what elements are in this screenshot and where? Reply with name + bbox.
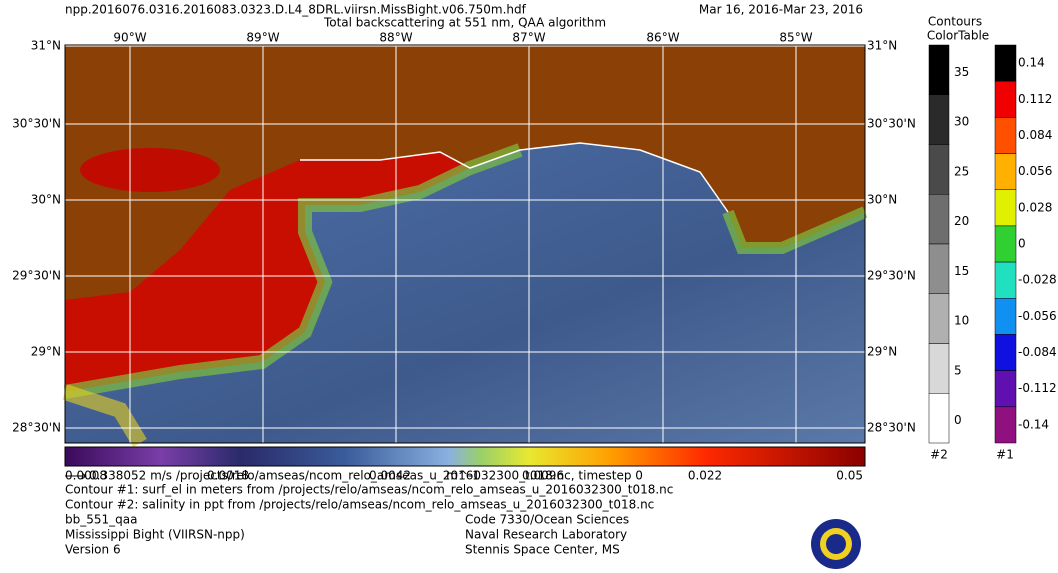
latitude-label: 30°N — [31, 193, 61, 207]
latitude-label: 31°N — [31, 39, 61, 53]
contour-note: Contour #2: salinity in ppt from /projec… — [65, 498, 654, 512]
contour-label: 30 — [954, 115, 969, 129]
latitude-label: 29°N — [31, 345, 61, 359]
latitude-label: 29°N — [867, 345, 897, 359]
title: Total backscattering at 551 nm, QAA algo… — [323, 16, 606, 30]
latitude-label: 31°N — [867, 39, 897, 53]
contour-swatch — [928, 194, 950, 245]
colorbar-label: 0.0042 — [369, 469, 411, 483]
latitude-label: 30°30'N — [867, 117, 916, 131]
footer-right: Stennis Space Center, MS — [465, 543, 620, 557]
footer-left: Mississippi Bight (VIIRSN-npp) — [65, 528, 245, 542]
contour-swatch — [928, 144, 950, 195]
colortable-label: 0.14 — [1018, 56, 1045, 70]
colortable-label: -0.14 — [1018, 417, 1049, 431]
contour-label: 10 — [954, 314, 969, 328]
vector-note: 0.338052 m/s /projects/relo/amseas/ncom_… — [89, 469, 643, 483]
colortable-label: 0.112 — [1018, 92, 1052, 106]
colortable-swatch — [994, 298, 1017, 335]
longitude-label: 85°W — [779, 31, 812, 45]
contour-label: 5 — [954, 363, 962, 377]
contour-note: Contour #1: surf_el in meters from /proj… — [65, 483, 673, 497]
colortable-label: 0.056 — [1018, 164, 1052, 178]
colorbar-label: 0.05 — [836, 469, 863, 483]
contour-swatch — [928, 94, 950, 145]
latitude-label: 30°N — [867, 193, 897, 207]
colortable-swatch — [994, 153, 1017, 190]
contour-label: 20 — [954, 214, 969, 228]
latitude-label: 30°30'N — [12, 117, 61, 131]
colortable-swatch — [994, 370, 1017, 408]
contour-label: 25 — [954, 164, 969, 178]
contour-swatch — [928, 293, 950, 344]
footer-left: bb_551_qaa — [65, 513, 137, 527]
contour-swatch — [928, 243, 950, 294]
contour-label: 0 — [954, 413, 962, 427]
colortable-label: -0.112 — [1018, 381, 1057, 395]
latitude-label: 28°30'N — [867, 421, 916, 435]
colortable-id: #1 — [996, 448, 1014, 462]
longitude-label: 89°W — [246, 31, 279, 45]
colortable-label: 0.084 — [1018, 128, 1052, 142]
turbid-band — [63, 143, 523, 399]
colorbar-label: 0.022 — [688, 469, 722, 483]
map — [62, 44, 868, 448]
colortable-swatch — [994, 44, 1017, 82]
colortable-label: 0 — [1018, 237, 1026, 251]
latitude-label: 28°30'N — [12, 421, 61, 435]
contours-title: ColorTable — [927, 29, 989, 43]
turbid-band — [722, 206, 868, 254]
contour-label: 35 — [954, 65, 969, 79]
longitude-label: 88°W — [379, 31, 412, 45]
contour-swatch — [928, 343, 950, 394]
colortable-label: 0.028 — [1018, 200, 1052, 214]
colortable-label: -0.084 — [1018, 345, 1057, 359]
colorbar-label: 0.0096 — [522, 469, 564, 483]
contour-label: 15 — [954, 264, 969, 278]
filename: npp.2016076.0316.2016083.0323.D.L4_8DRL.… — [65, 3, 527, 17]
vector-arrow — [81, 472, 87, 480]
turbid-band — [62, 384, 147, 448]
dates: Mar 16, 2016-Mar 23, 2016 — [699, 3, 863, 17]
contour-id: #2 — [930, 448, 948, 462]
colortable-swatch — [994, 261, 1017, 299]
latitude-label: 29°30'N — [12, 269, 61, 283]
colortable-label: -0.028 — [1018, 273, 1057, 287]
colortable-swatch — [994, 80, 1017, 118]
colorbar-label: 0.0008 — [65, 469, 107, 483]
colortable-swatch — [994, 117, 1017, 154]
colorbar-label: 0.0018 — [207, 469, 249, 483]
contour-swatch — [928, 44, 950, 95]
contours-title: Contours — [928, 15, 982, 29]
map-frame — [64, 44, 866, 444]
colortable-swatch — [994, 406, 1017, 444]
graticule — [65, 45, 865, 443]
longitude-label: 90°W — [113, 31, 146, 45]
footer-right: Naval Research Laboratory — [465, 528, 627, 542]
colortable-swatch — [994, 189, 1017, 227]
colorbar-unit: m^-1 — [446, 469, 480, 483]
longitude-label: 87°W — [512, 31, 545, 45]
colorbar — [64, 446, 866, 467]
longitude-label: 86°W — [646, 31, 679, 45]
logo — [811, 519, 861, 569]
contour-swatch — [928, 393, 950, 444]
colortable-label: -0.056 — [1018, 309, 1057, 323]
colortable-swatch — [994, 334, 1017, 371]
footer-left: Version 6 — [65, 543, 121, 557]
latitude-label: 29°30'N — [867, 269, 916, 283]
lake — [80, 148, 220, 192]
coastal-water — [65, 152, 470, 392]
coastline — [300, 142, 729, 213]
footer-right: Code 7330/Ocean Sciences — [465, 513, 629, 527]
colortable-swatch — [994, 225, 1017, 263]
